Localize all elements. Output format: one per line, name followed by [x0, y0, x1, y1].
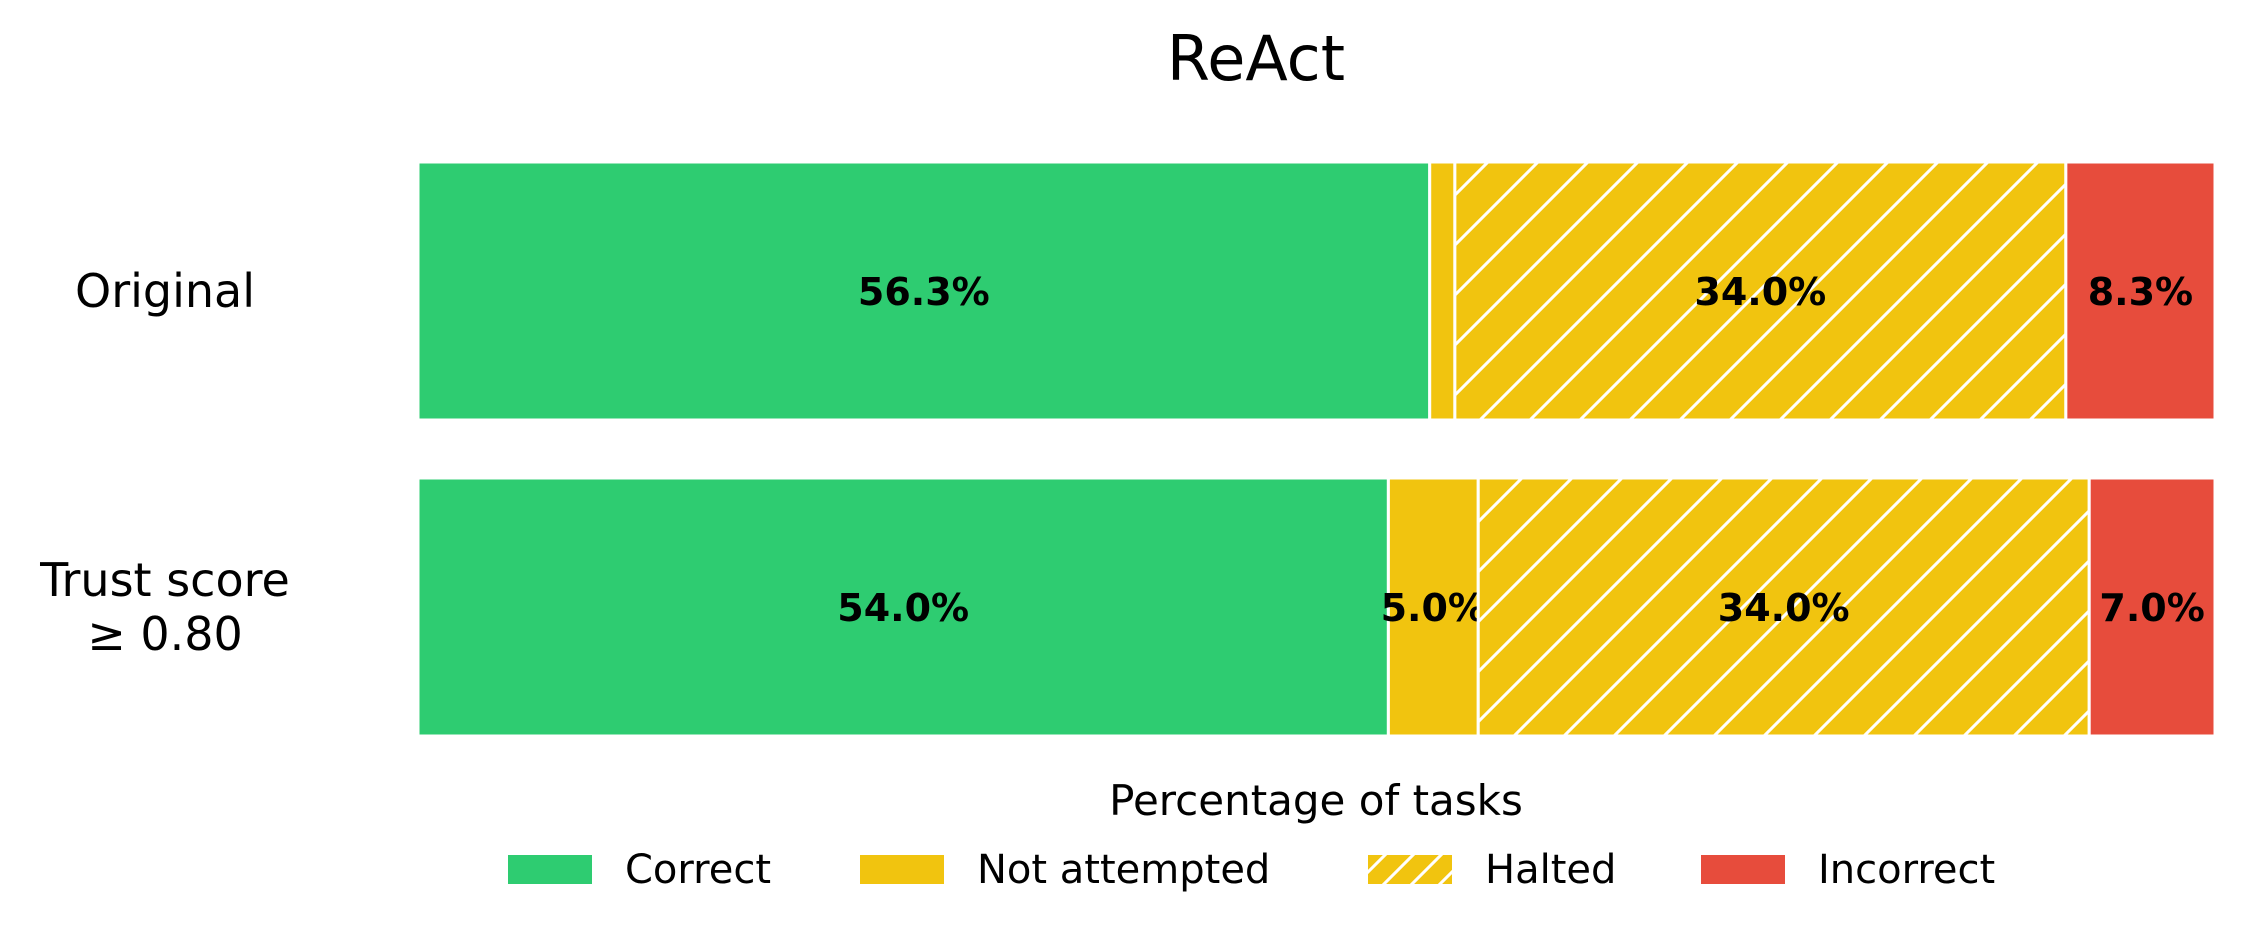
legend-label: Incorrect — [1818, 847, 1995, 893]
bar-not-attempted — [1428, 160, 1457, 422]
chart-title: ReAct — [1167, 22, 1345, 95]
legend-swatch — [508, 855, 592, 884]
bar-correct — [416, 476, 1390, 738]
legend-label: Not attempted — [977, 847, 1270, 893]
legend-item-not-attempted: Not attempted — [860, 847, 1270, 893]
y-tick-label: Original — [75, 264, 255, 318]
data-label: 54.0% — [837, 586, 969, 630]
legend-label: Correct — [625, 847, 771, 893]
bar-incorrect — [2064, 160, 2217, 422]
legend: Correct Not attempted Halted Incorrect — [508, 847, 1995, 893]
legend-item-incorrect: Incorrect — [1701, 847, 1995, 893]
legend-swatch — [1368, 855, 1452, 884]
legend-item-halted: Halted — [1368, 847, 1616, 893]
data-label: 56.3% — [858, 270, 990, 314]
x-axis-label: Percentage of tasks — [1109, 776, 1523, 825]
data-label: 34.0% — [1694, 270, 1826, 314]
bar-correct — [416, 160, 1432, 422]
data-label: 7.0% — [2099, 586, 2204, 630]
data-label: 5.0% — [1381, 586, 1486, 630]
legend-label: Halted — [1485, 847, 1616, 893]
legend-item-correct: Correct — [508, 847, 771, 893]
bar-not-attempted — [1386, 476, 1480, 738]
bar-halted — [1453, 160, 2068, 422]
bar-halted — [1476, 476, 2091, 738]
bar-incorrect — [2087, 476, 2217, 738]
y-tick-label: Trust score ≥ 0.80 — [39, 553, 290, 661]
data-label: 34.0% — [1718, 586, 1850, 630]
legend-swatch — [860, 855, 944, 884]
data-label: 8.3% — [2088, 270, 2193, 314]
legend-swatch — [1701, 855, 1785, 884]
